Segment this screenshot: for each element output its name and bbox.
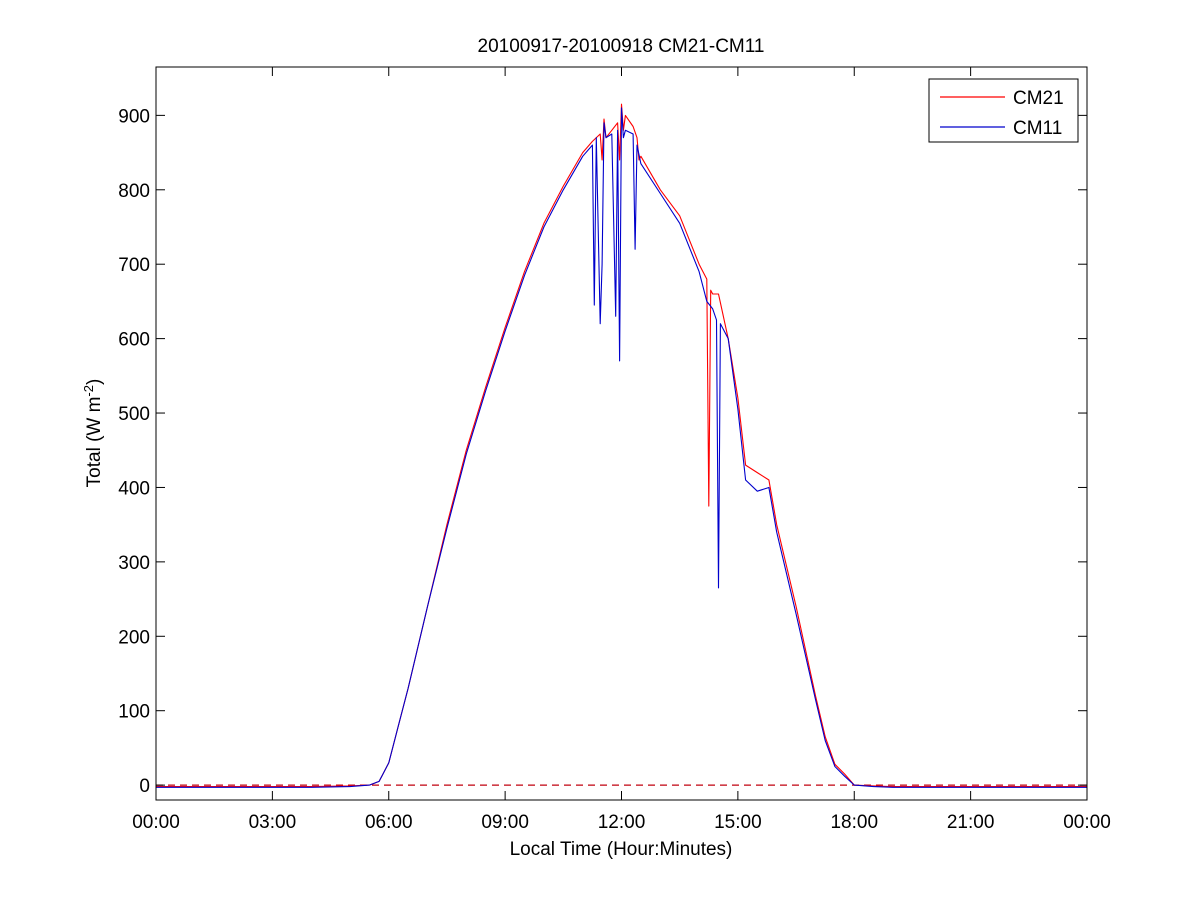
y-axis-label-superscript: -2 [81, 385, 96, 397]
x-tick-label: 09:00 [481, 812, 529, 833]
y-tick-label: 600 [118, 330, 150, 351]
x-tick-label: 15:00 [714, 812, 762, 833]
y-tick-label: 0 [139, 776, 150, 797]
y-tick-label: 300 [118, 553, 150, 574]
y-tick-label: 100 [118, 702, 150, 723]
x-tick-label: 21:00 [947, 812, 995, 833]
x-tick-label: 03:00 [249, 812, 297, 833]
legend-label-cm21: CM21 [1013, 88, 1064, 109]
y-tick-label: 700 [118, 255, 150, 276]
x-tick-label: 06:00 [365, 812, 413, 833]
y-axis-label-text: Total (W m [84, 397, 105, 488]
x-tick-label: 18:00 [830, 812, 878, 833]
legend-label-cm11: CM11 [1013, 118, 1062, 139]
chart-title: 20100917-20100918 CM21-CM11 [478, 36, 765, 57]
x-tick-label: 00:00 [132, 812, 180, 833]
y-tick-label: 900 [118, 106, 150, 127]
y-axis-label-close: ) [84, 379, 105, 385]
x-tick-label: 12:00 [598, 812, 646, 833]
y-tick-label: 800 [118, 181, 150, 202]
y-tick-label: 400 [118, 478, 150, 499]
x-axis-label: Local Time (Hour:Minutes) [510, 839, 733, 860]
series-line-cm11 [156, 107, 1087, 788]
y-axis-label: Total (W m-2) [81, 379, 105, 488]
y-tick-label: 200 [118, 627, 150, 648]
y-tick-label: 500 [118, 404, 150, 425]
legend-box [928, 78, 1079, 143]
legend: CM21 CM11 [928, 78, 1079, 143]
x-tick-label: 00:00 [1063, 812, 1111, 833]
